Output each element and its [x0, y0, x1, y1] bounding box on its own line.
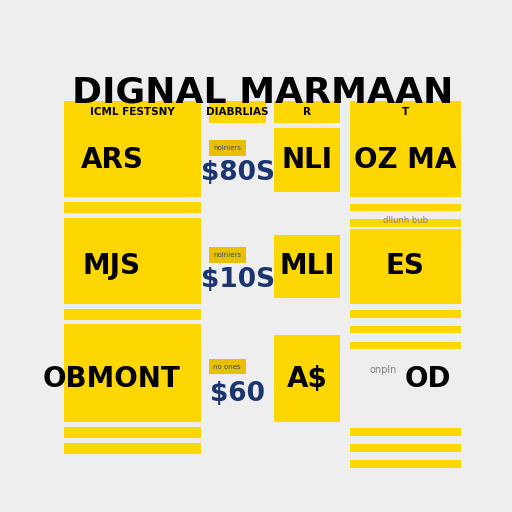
- Text: OD: OD: [404, 365, 451, 393]
- Bar: [350, 204, 461, 211]
- Bar: [64, 233, 201, 245]
- Text: MJS: MJS: [83, 252, 141, 281]
- Bar: [274, 128, 340, 192]
- Text: T: T: [401, 106, 409, 117]
- Text: ES: ES: [386, 252, 424, 281]
- Text: $10S: $10S: [201, 267, 274, 293]
- Bar: [350, 342, 461, 349]
- Text: OZ MA: OZ MA: [354, 146, 456, 174]
- Text: no ones: no ones: [214, 364, 241, 370]
- Bar: [209, 101, 266, 122]
- Bar: [350, 460, 461, 467]
- Bar: [350, 444, 461, 452]
- Text: $80S: $80S: [201, 160, 274, 186]
- Text: $60: $60: [210, 381, 265, 408]
- Text: A$: A$: [287, 365, 327, 393]
- Bar: [350, 428, 461, 436]
- Bar: [64, 335, 201, 422]
- Text: NLI: NLI: [282, 146, 332, 174]
- Bar: [64, 202, 201, 213]
- Bar: [64, 229, 201, 304]
- Bar: [350, 122, 461, 198]
- Bar: [64, 427, 201, 438]
- Text: onpln: onpln: [369, 365, 397, 375]
- Text: nolniers: nolniers: [213, 252, 241, 258]
- Text: ICML FESTSNY: ICML FESTSNY: [90, 106, 175, 117]
- Bar: [350, 219, 461, 227]
- Bar: [350, 310, 461, 317]
- Bar: [274, 101, 340, 122]
- Bar: [350, 326, 461, 333]
- Bar: [64, 101, 201, 122]
- Text: OBMONT: OBMONT: [43, 365, 181, 393]
- Bar: [274, 335, 340, 422]
- Bar: [64, 249, 201, 261]
- Bar: [64, 356, 201, 367]
- Bar: [64, 122, 201, 198]
- Bar: [64, 443, 201, 454]
- Text: DIGNAL MARMAAN: DIGNAL MARMAAN: [72, 75, 453, 109]
- Bar: [64, 325, 201, 335]
- Bar: [64, 218, 201, 229]
- Text: MLI: MLI: [279, 252, 335, 281]
- Text: dllunh bub: dllunh bub: [383, 216, 428, 225]
- Text: R: R: [303, 106, 311, 117]
- Bar: [209, 359, 246, 374]
- Bar: [350, 229, 461, 304]
- Bar: [274, 234, 340, 298]
- Bar: [350, 101, 461, 122]
- Text: ARS: ARS: [80, 146, 143, 174]
- Bar: [64, 309, 201, 319]
- Bar: [209, 140, 246, 156]
- Bar: [350, 235, 461, 243]
- Bar: [209, 247, 246, 263]
- Text: nolniers: nolniers: [213, 145, 241, 152]
- Bar: [64, 340, 201, 351]
- Text: DIABRLIAS: DIABRLIAS: [206, 106, 269, 117]
